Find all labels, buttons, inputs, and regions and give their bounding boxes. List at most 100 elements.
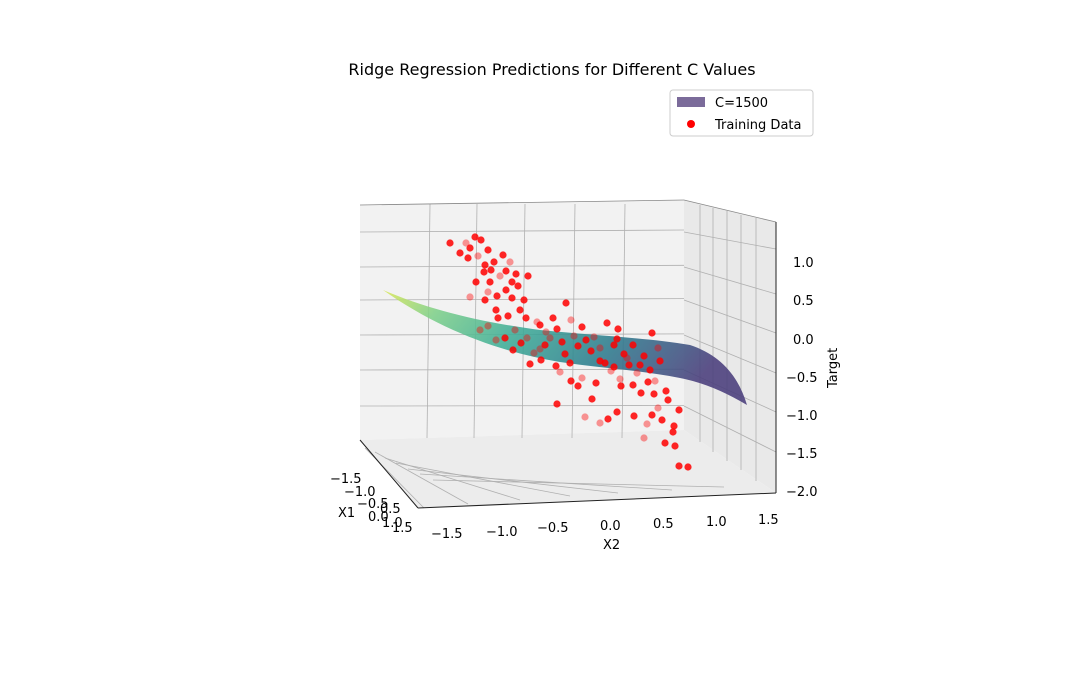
training-point <box>471 233 479 241</box>
training-point <box>578 323 586 331</box>
training-point <box>456 249 464 257</box>
training-point <box>462 239 470 247</box>
training-point <box>476 326 484 334</box>
regression-surface <box>383 290 747 405</box>
training-point <box>684 463 692 471</box>
training-point <box>502 267 510 275</box>
training-point <box>625 361 633 369</box>
training-point <box>670 422 678 430</box>
training-point <box>614 325 622 333</box>
legend: C=1500 Training Data <box>669 89 814 137</box>
target-tick-labels: 1.0 0.5 0.0 −0.5 −1.0 −1.5 −2.0 <box>786 256 818 500</box>
axis-edge <box>683 199 777 223</box>
x1-tick-label: 1.5 <box>392 521 413 536</box>
x1-tick-label: 0.5 <box>380 502 401 517</box>
grid-h-right <box>683 334 777 374</box>
training-point <box>588 395 596 403</box>
grid-v-back <box>521 203 526 439</box>
target-tick-label: 0.0 <box>793 333 814 348</box>
training-point <box>480 268 488 276</box>
training-point <box>523 334 531 342</box>
training-point <box>490 258 498 266</box>
training-point <box>522 314 530 322</box>
floor-pane <box>360 430 776 508</box>
x2-tick-label: 0.5 <box>653 517 674 532</box>
axis-edge <box>359 199 685 206</box>
training-point <box>617 382 625 390</box>
training-point <box>601 359 609 367</box>
chart-title: Ridge Regression Predictions for Differe… <box>348 60 755 79</box>
back-pane <box>360 200 684 440</box>
training-point <box>486 278 494 286</box>
x1-axis-label: X1 <box>338 506 355 521</box>
training-point <box>646 366 654 374</box>
training-point <box>517 339 525 347</box>
training-point <box>616 375 624 383</box>
grid-floor <box>407 468 619 494</box>
legend-box <box>669 89 814 137</box>
training-point <box>644 378 652 386</box>
training-point <box>613 408 621 416</box>
training-point <box>587 347 595 355</box>
training-point <box>477 236 485 244</box>
training-point <box>494 314 502 322</box>
training-point <box>561 350 569 358</box>
training-point <box>650 390 658 398</box>
training-point <box>610 341 618 349</box>
training-point <box>654 344 662 352</box>
training-point <box>546 334 554 342</box>
training-point <box>658 416 666 424</box>
x2-tick-labels: −1.5 −1.0 −0.5 0.0 0.5 1.0 1.5 <box>431 513 779 542</box>
training-point <box>651 377 659 385</box>
target-tick-label: −1.5 <box>786 447 818 462</box>
training-point <box>549 314 557 322</box>
right-pane <box>684 200 776 493</box>
training-point <box>552 362 560 370</box>
training-point <box>648 411 656 419</box>
training-point <box>492 336 500 344</box>
training-point <box>501 334 509 342</box>
training-point <box>566 359 574 367</box>
training-point <box>590 333 598 341</box>
target-tick-label: −0.5 <box>786 371 818 386</box>
training-point <box>466 293 474 301</box>
training-point <box>582 336 590 344</box>
training-point <box>648 329 656 337</box>
training-point <box>630 412 638 420</box>
x1-tick-label: 0.0 <box>368 510 389 525</box>
grid-h-right <box>683 231 777 250</box>
training-point <box>481 296 489 304</box>
training-point <box>496 272 504 280</box>
training-point <box>592 379 600 387</box>
training-point <box>520 296 528 304</box>
x2-tick-label: 0.0 <box>600 519 621 534</box>
legend-label-scatter: Training Data <box>714 118 801 133</box>
training-point <box>675 406 683 414</box>
training-point <box>484 322 492 330</box>
training-point <box>654 404 662 412</box>
training-point <box>574 342 582 350</box>
grid-v-back <box>571 203 576 439</box>
x1-tick-label: 1.0 <box>382 516 403 531</box>
surface-c1500 <box>383 290 747 405</box>
grid-h-right <box>683 405 777 453</box>
training-point <box>508 294 516 302</box>
legend-surface-swatch <box>677 97 705 107</box>
training-point <box>562 299 570 307</box>
training-point <box>526 360 534 368</box>
target-tick-label: −1.0 <box>786 409 818 424</box>
grid-floor <box>374 451 469 505</box>
training-point <box>620 350 628 358</box>
training-point <box>533 318 541 326</box>
legend-label-surface: C=1500 <box>715 96 768 111</box>
training-point <box>474 252 482 260</box>
training-point <box>558 338 566 346</box>
training-point <box>604 415 612 423</box>
training-point <box>530 349 538 357</box>
target-tick-label: 1.0 <box>793 256 814 271</box>
training-point <box>662 387 670 395</box>
training-point <box>643 420 651 428</box>
grid-v-back <box>426 203 431 439</box>
training-point <box>629 381 637 389</box>
